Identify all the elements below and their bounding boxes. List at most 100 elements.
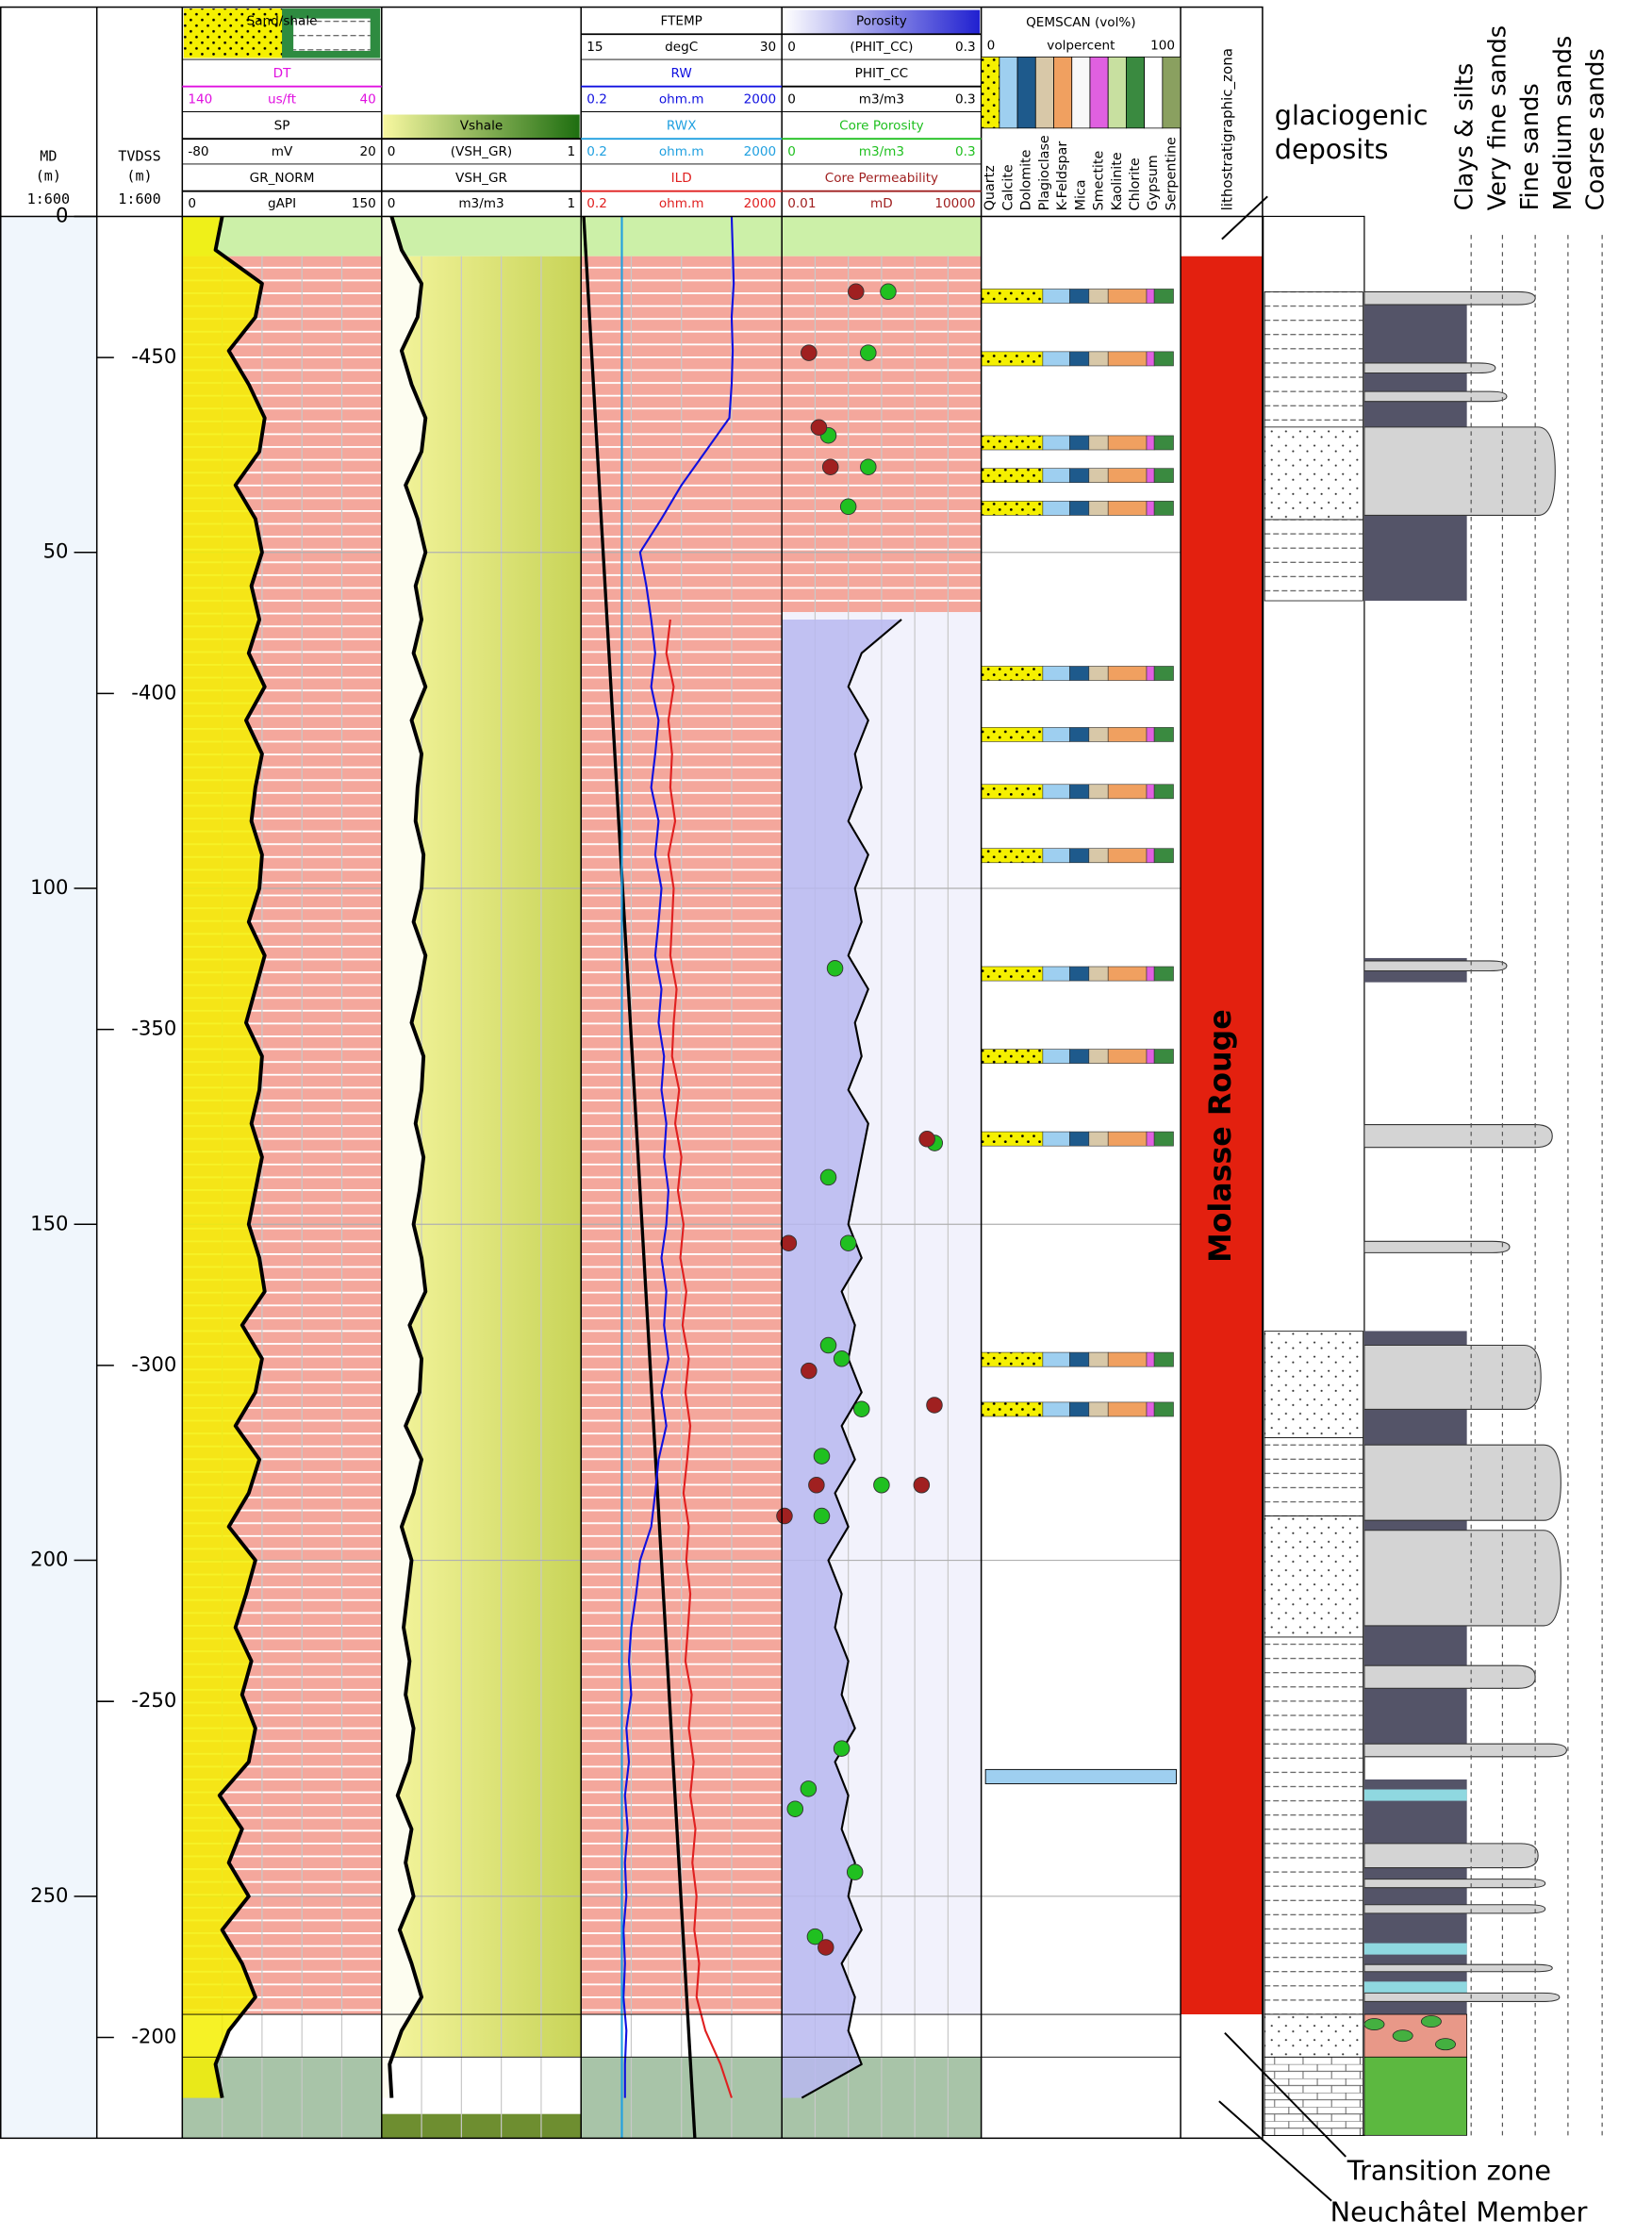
qemscan-band xyxy=(1153,784,1174,800)
qemscan-band xyxy=(1069,1401,1090,1417)
core-point xyxy=(780,1234,798,1251)
cyan-bed xyxy=(1363,1981,1467,1994)
qemscan-band xyxy=(1069,435,1090,451)
qemscan-band xyxy=(1107,666,1148,681)
mineral-name: Chlorite xyxy=(1128,157,1143,210)
curve xyxy=(665,619,733,2098)
core-point xyxy=(852,1400,870,1417)
qemscan-band xyxy=(1069,666,1090,681)
sand-body xyxy=(1363,1530,1561,1627)
qemscan-band xyxy=(1153,848,1174,864)
tvdss-tick-label: -450 xyxy=(131,344,176,368)
sand-body xyxy=(1363,1664,1536,1689)
qemscan-band xyxy=(1088,784,1109,800)
qemscan-band xyxy=(1069,727,1090,742)
mineral-name: K-Feldspar xyxy=(1055,141,1070,211)
qemscan-band xyxy=(1042,1049,1070,1064)
qemscan-band xyxy=(1042,666,1070,681)
header-name: Core Permeability xyxy=(825,171,938,186)
core-point xyxy=(813,1507,831,1525)
qemscan-unit: volpercent xyxy=(1047,38,1115,53)
clast xyxy=(1420,2015,1442,2028)
scale-left: 0 xyxy=(787,91,796,107)
qemscan-band xyxy=(1146,1351,1155,1367)
mineral-name: Plagioclase xyxy=(1037,135,1052,210)
scale-unit: m3/m3 xyxy=(859,144,904,159)
qemscan-band xyxy=(1153,1351,1174,1367)
qemscan-band xyxy=(1107,289,1148,304)
annotation: Transition zone xyxy=(1346,2155,1551,2187)
sand-body xyxy=(1363,1992,1561,2002)
annotation: deposits xyxy=(1275,133,1389,165)
qemscan-band xyxy=(1069,1351,1090,1367)
clast xyxy=(1435,2038,1456,2051)
mineral-name: Dolomite xyxy=(1019,149,1034,210)
qemscan-band xyxy=(1042,1131,1070,1147)
scale-left: 0.2 xyxy=(586,196,607,211)
core-point xyxy=(913,1476,931,1494)
mineral-swatch xyxy=(1162,57,1181,129)
core-point xyxy=(819,1168,837,1186)
core-point xyxy=(810,419,828,436)
sand-body xyxy=(1363,390,1508,403)
tvdss-label: TVDSS xyxy=(118,148,160,165)
scale-unit: ohm.m xyxy=(659,144,704,159)
scale-left: 0.01 xyxy=(787,196,816,211)
sand-body xyxy=(1363,426,1556,516)
header-name: Vshale xyxy=(460,119,503,134)
frame xyxy=(0,6,1346,2202)
mineral-swatch xyxy=(1089,57,1109,129)
header-name: FTEMP xyxy=(661,14,702,29)
core-point xyxy=(833,1350,851,1367)
mineral-swatch xyxy=(1107,57,1127,129)
shale-bar xyxy=(1363,1779,1467,2015)
scale-right: 0.3 xyxy=(955,91,976,107)
qemscan-left: 0 xyxy=(987,38,996,53)
qemscan-band xyxy=(1107,468,1148,484)
qemscan-band xyxy=(981,848,1044,864)
qemscan-band xyxy=(1146,784,1155,800)
qemscan-band xyxy=(1042,966,1070,982)
qemscan-band xyxy=(1153,501,1174,516)
core-point xyxy=(839,498,857,516)
scale-unit: us/ft xyxy=(268,91,296,107)
qemscan-band xyxy=(1042,727,1070,742)
sand-body xyxy=(1363,1843,1539,1869)
header-gradient xyxy=(783,9,981,34)
qemscan-band xyxy=(1153,289,1174,304)
curve-fill xyxy=(182,216,265,2098)
tvdss-tick-label: -300 xyxy=(131,1352,176,1376)
qemscan-band xyxy=(1069,966,1090,982)
scale-left: -80 xyxy=(188,144,208,159)
qemscan-band xyxy=(1153,435,1174,451)
mineral-name: Smectite xyxy=(1092,150,1107,210)
limestone xyxy=(1363,2056,1468,2136)
core-point xyxy=(860,458,877,475)
qemscan-band xyxy=(1146,468,1155,484)
sand-body xyxy=(1363,1124,1553,1149)
qemscan-band xyxy=(1088,666,1109,681)
curve xyxy=(388,215,428,2098)
tvdss-tick-label: -250 xyxy=(131,1688,176,1712)
qemscan-band xyxy=(981,784,1044,800)
sand-body xyxy=(1363,1743,1567,1758)
header-name: Core Porosity xyxy=(839,119,924,134)
qemscan-band xyxy=(1042,848,1070,864)
qemscan-title: QEMSCAN (vol%) xyxy=(1026,15,1135,30)
qemscan-right: 100 xyxy=(1150,38,1175,53)
qemscan-band xyxy=(1153,351,1174,367)
md-tick-label: 50 xyxy=(43,539,69,563)
sand-body xyxy=(1363,1879,1546,1889)
qemscan-band xyxy=(1042,468,1070,484)
core-point xyxy=(826,960,844,977)
sand-body xyxy=(1363,960,1508,972)
header-pattern xyxy=(183,8,284,58)
qemscan-band xyxy=(1107,351,1148,367)
sand-body xyxy=(1363,290,1536,306)
core-point xyxy=(800,1780,818,1797)
qemscan-band xyxy=(1107,1351,1148,1367)
tvdss-tick-label: -400 xyxy=(131,680,176,704)
scale-left: 0.2 xyxy=(586,91,607,107)
qemscan-band xyxy=(981,501,1044,516)
qemscan-band xyxy=(1153,966,1174,982)
